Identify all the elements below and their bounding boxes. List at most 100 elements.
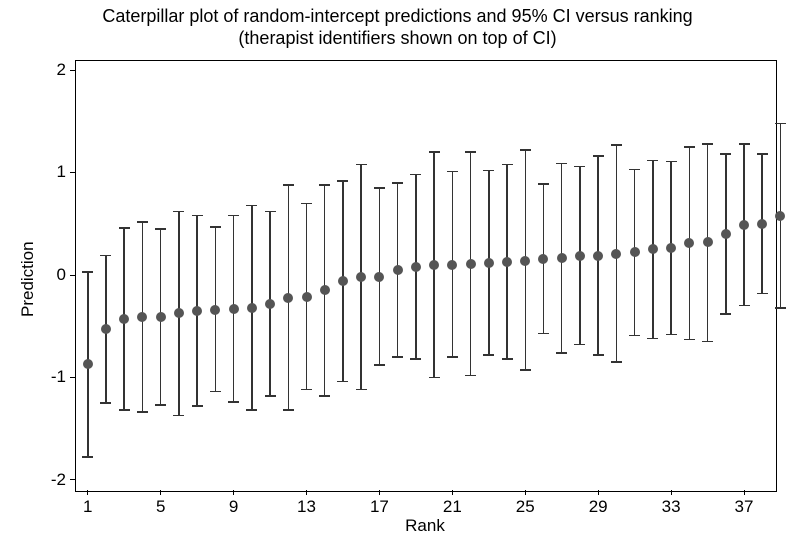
error-cap	[702, 341, 713, 343]
error-cap	[228, 401, 239, 403]
prediction-point	[302, 292, 312, 302]
prediction-point	[575, 251, 585, 261]
error-cap	[192, 405, 203, 407]
error-cap	[538, 333, 549, 335]
prediction-point	[83, 359, 93, 369]
error-cap	[775, 123, 786, 125]
error-cap	[775, 307, 786, 309]
error-cap	[538, 183, 549, 185]
prediction-point	[229, 304, 239, 314]
error-cap	[100, 402, 111, 404]
x-tick-label: 5	[141, 497, 181, 517]
error-cap	[82, 456, 93, 458]
error-cap	[574, 344, 585, 346]
error-cap	[629, 335, 640, 337]
prediction-point	[156, 312, 166, 322]
error-cap	[210, 226, 221, 228]
x-tick-label: 21	[432, 497, 472, 517]
prediction-point	[411, 262, 421, 272]
prediction-point	[265, 299, 275, 309]
error-cap	[757, 293, 768, 295]
error-cap	[720, 153, 731, 155]
y-tick	[70, 479, 75, 480]
prediction-point	[393, 265, 403, 275]
y-tick-label: 0	[57, 265, 66, 285]
x-tick-label: 1	[68, 497, 108, 517]
error-cap	[465, 151, 476, 153]
prediction-point	[247, 303, 257, 313]
prediction-point	[703, 237, 713, 247]
error-cap	[192, 215, 203, 217]
prediction-point	[484, 258, 494, 268]
error-cap	[520, 149, 531, 151]
error-cap	[119, 227, 130, 229]
error-cap	[265, 211, 276, 213]
prediction-point	[757, 219, 767, 229]
error-cap	[611, 361, 622, 363]
error-cap	[483, 354, 494, 356]
error-cap	[684, 146, 695, 148]
prediction-point	[593, 251, 603, 261]
y-tick-label: 2	[57, 60, 66, 80]
error-cap	[301, 203, 312, 205]
error-cap	[502, 358, 513, 360]
error-cap	[702, 143, 713, 145]
x-tick	[598, 490, 599, 495]
error-cap	[392, 356, 403, 358]
error-cap	[502, 164, 513, 166]
prediction-point	[174, 308, 184, 318]
y-tick-label: -2	[51, 470, 66, 490]
error-cap	[556, 352, 567, 354]
error-cap	[100, 255, 111, 257]
prediction-point	[557, 253, 567, 263]
x-tick-label: 9	[214, 497, 254, 517]
error-cap	[429, 151, 440, 153]
error-cap	[265, 395, 276, 397]
error-cap	[666, 161, 677, 163]
x-tick	[671, 490, 672, 495]
error-cap	[556, 163, 567, 165]
error-cap	[283, 184, 294, 186]
x-tick	[306, 490, 307, 495]
error-cap	[319, 184, 330, 186]
error-cap	[82, 271, 93, 273]
error-cap	[593, 155, 604, 157]
x-tick-label: 13	[287, 497, 327, 517]
x-tick-label: 37	[724, 497, 764, 517]
x-tick	[452, 490, 453, 495]
error-cap	[410, 358, 421, 360]
y-tick	[70, 172, 75, 173]
y-tick	[70, 70, 75, 71]
prediction-point	[739, 220, 749, 230]
error-cap	[337, 180, 348, 182]
error-cap	[666, 334, 677, 336]
x-tick	[525, 490, 526, 495]
error-cap	[137, 411, 148, 413]
prediction-point	[520, 256, 530, 266]
error-cap	[319, 395, 330, 397]
error-cap	[210, 391, 221, 393]
y-tick	[70, 275, 75, 276]
error-cap	[410, 174, 421, 176]
x-tick-label: 33	[651, 497, 691, 517]
error-cap	[137, 221, 148, 223]
error-cap	[629, 169, 640, 171]
y-axis-label: Prediction	[18, 241, 38, 317]
error-cap	[520, 369, 531, 371]
prediction-point	[283, 293, 293, 303]
chart-title: Caterpillar plot of random-intercept pre…	[0, 6, 795, 49]
error-cap	[356, 164, 367, 166]
x-tick	[160, 490, 161, 495]
title-line1: Caterpillar plot of random-intercept pre…	[102, 6, 692, 26]
error-cap	[684, 339, 695, 341]
error-cap	[155, 404, 166, 406]
y-tick-label: -1	[51, 367, 66, 387]
x-tick	[233, 490, 234, 495]
y-tick	[70, 377, 75, 378]
x-tick	[744, 490, 745, 495]
error-cap	[465, 375, 476, 377]
error-cap	[593, 354, 604, 356]
x-tick-label: 25	[505, 497, 545, 517]
x-axis-label: Rank	[75, 516, 775, 536]
error-cap	[720, 313, 731, 315]
